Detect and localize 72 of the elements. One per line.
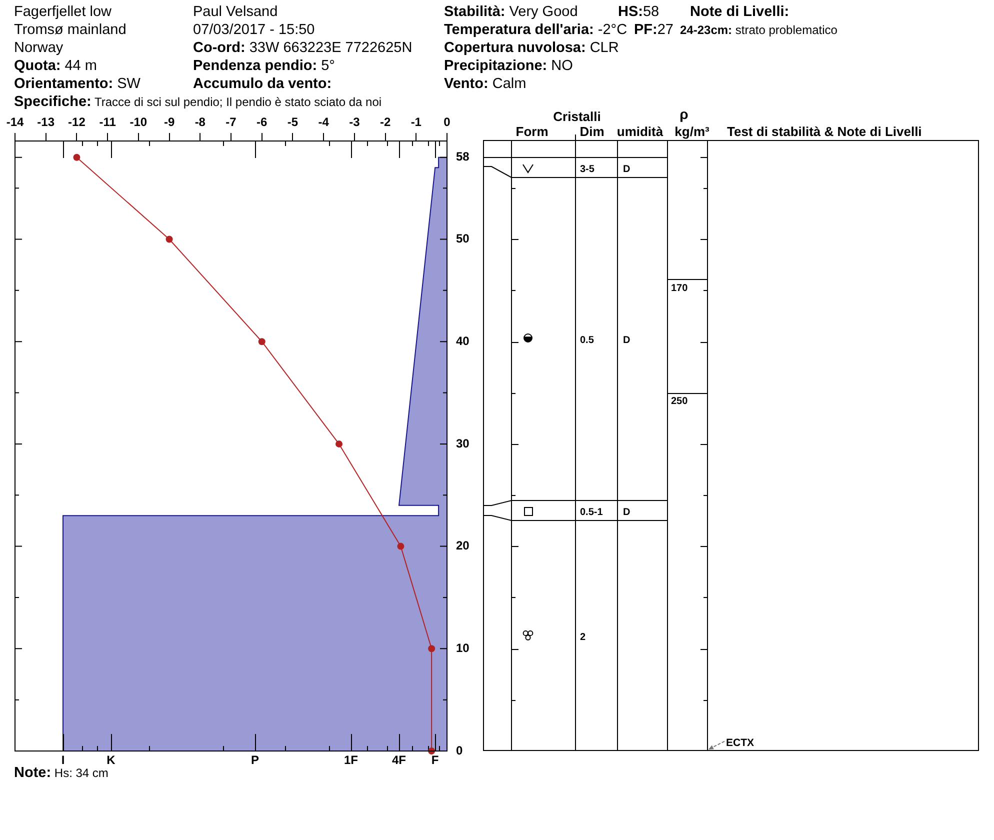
- text: 3-5: [580, 164, 594, 175]
- text: Vento: Calm: [444, 76, 526, 92]
- x-tick-label: -14: [6, 115, 24, 130]
- text: 0.5-1: [580, 506, 603, 518]
- text: ECTX: [726, 736, 754, 749]
- text: D: [623, 334, 630, 346]
- x-tick-label: -9: [164, 115, 175, 130]
- text: Paul Velsand: [193, 4, 278, 20]
- point: [336, 440, 342, 448]
- text: 1F: [344, 752, 358, 767]
- x-tick-label: -11: [99, 115, 116, 130]
- y-tick-label: 30: [456, 436, 470, 450]
- text: 170: [671, 282, 688, 294]
- x-tick-label: -7: [226, 115, 237, 130]
- text: ρ: [680, 106, 688, 122]
- point: [166, 236, 173, 243]
- text: 07/03/2017 - 15:50: [193, 22, 315, 38]
- text: Tromsø mainland: [14, 22, 126, 38]
- text: D: [623, 164, 630, 175]
- text: Co-ord: 33W 663223E 7722625N: [193, 40, 412, 56]
- text: Note di Livelli:: [690, 4, 790, 20]
- text: Temperatura dell'aria: -2°C: [444, 22, 628, 38]
- text: Dim: [580, 124, 604, 139]
- text: D: [623, 506, 630, 518]
- point: [258, 338, 266, 346]
- text: F: [431, 752, 439, 767]
- point: [397, 542, 404, 550]
- y-tick-label: 58: [456, 150, 470, 164]
- text: Note: Hs: 34 cm: [14, 764, 108, 781]
- text: Cristalli: [553, 108, 601, 124]
- text: Test di stabilità & Note di Livelli: [727, 124, 922, 139]
- text: 24-23cm: strato problematico: [680, 22, 838, 37]
- text: 250: [671, 396, 688, 407]
- text: K: [106, 752, 116, 767]
- x-tick-label: -5: [287, 115, 298, 130]
- text: 2: [580, 632, 586, 643]
- text: Fagerfjellet low: [14, 4, 112, 20]
- text: Pendenza pendio: 5°: [193, 58, 335, 74]
- x-tick-label: -6: [256, 115, 268, 130]
- y-tick-label: 20: [456, 538, 470, 553]
- text: Form: [516, 124, 548, 139]
- text: Precipitazione: NO: [444, 58, 573, 74]
- x-tick-label: -13: [37, 115, 55, 130]
- point: [73, 154, 80, 161]
- text: Orientamento: SW: [14, 76, 140, 92]
- text: Quota: 44 m: [14, 58, 97, 74]
- text: I: [61, 752, 65, 767]
- x-tick-label: 0: [444, 115, 451, 130]
- point: [428, 645, 436, 652]
- text: 0.5: [580, 334, 594, 346]
- text: umidità: [616, 124, 664, 139]
- text: HS:58: [618, 4, 660, 20]
- y-tick-label: 50: [456, 232, 470, 246]
- text: PF:27: [634, 22, 674, 38]
- x-tick-label: -8: [194, 115, 206, 130]
- x-tick-label: -4: [318, 115, 330, 130]
- text: Norway: [14, 40, 64, 56]
- text: Copertura nuvolosa: CLR: [444, 40, 619, 56]
- text: Specifiche: Tracce di sci sul pendio; Il pendio è stato sciato da noi: [14, 94, 382, 110]
- text: Stabilità: Very Good: [444, 4, 578, 20]
- x-tick-label: -12: [68, 115, 86, 130]
- text: 4F: [392, 752, 406, 767]
- y-tick-label: 10: [456, 640, 470, 655]
- y-tick-label: 40: [456, 334, 470, 348]
- text: P: [250, 752, 260, 767]
- x-tick-label: -3: [349, 115, 360, 130]
- text: Accumulo da vento:: [193, 76, 332, 92]
- x-tick-label: -2: [380, 115, 391, 130]
- x-tick-label: -10: [130, 115, 148, 130]
- x-tick-label: -1: [410, 115, 422, 130]
- y-tick-label: 0: [456, 743, 463, 758]
- text: kg/m³: [674, 124, 710, 139]
